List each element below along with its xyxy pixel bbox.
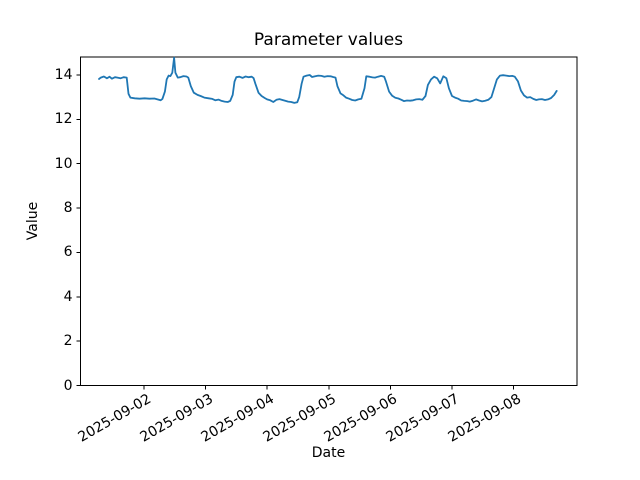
y-tick-label: 4 — [63, 288, 73, 305]
y-tick-label: 8 — [63, 200, 73, 217]
axes-spines — [80, 56, 578, 386]
data-line-series — [98, 56, 558, 104]
y-tick-label: 12 — [54, 111, 73, 128]
y-tick-label: 2 — [63, 333, 73, 350]
y-tick-label: 0 — [63, 377, 73, 394]
y-tick-label: 14 — [54, 66, 73, 83]
y-tick-label: 6 — [63, 244, 73, 261]
x-axis-label: Date — [311, 445, 346, 461]
chart-title: Parameter values — [253, 30, 404, 50]
y-tick-label: 10 — [54, 155, 73, 172]
